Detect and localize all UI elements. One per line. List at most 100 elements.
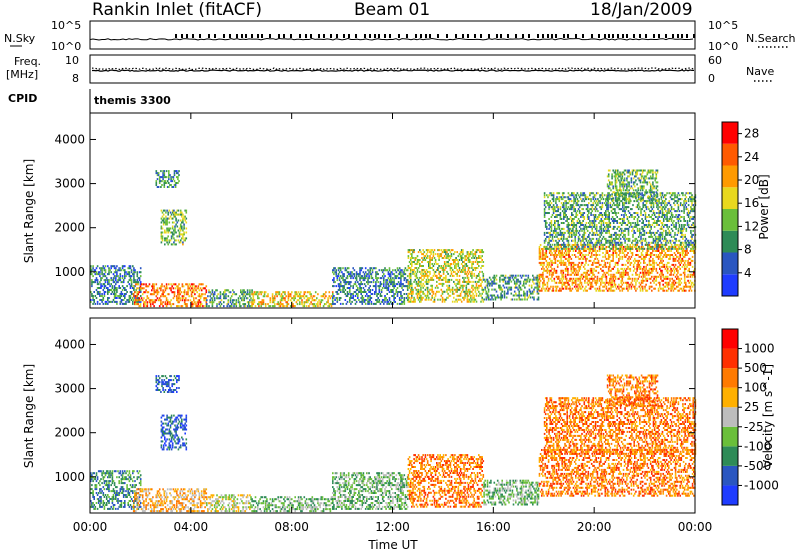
scatter-cell	[166, 285, 168, 287]
scatter-cell	[369, 291, 371, 293]
scatter-cell	[425, 271, 427, 273]
scatter-cell	[577, 280, 579, 282]
scatter-cell	[596, 244, 598, 246]
scatter-cell	[591, 268, 593, 270]
scatter-cell	[563, 288, 565, 290]
scatter-cell	[483, 279, 485, 281]
scatter-cell	[632, 254, 634, 256]
scatter-cell	[282, 299, 284, 301]
cpid-label: CPID	[8, 92, 37, 105]
scatter-cell	[596, 228, 598, 230]
scatter-cell	[577, 198, 579, 200]
scatter-cell	[416, 267, 418, 269]
scatter-cell	[614, 280, 616, 282]
scatter-cell	[367, 289, 369, 291]
scatter-cell	[600, 284, 602, 286]
scatter-cell	[593, 260, 595, 262]
scatter-cell	[471, 267, 473, 269]
scatter-cell	[573, 262, 575, 264]
scatter-cell	[556, 270, 558, 272]
scatter-cell	[475, 261, 477, 263]
nsky-bar	[223, 34, 225, 38]
scatter-cell	[476, 285, 478, 287]
scatter-cell	[602, 256, 604, 258]
scatter-cell	[91, 285, 93, 287]
scatter-cell	[309, 297, 311, 299]
scatter-cell	[589, 252, 591, 254]
scatter-cell	[644, 286, 646, 288]
scatter-cell	[647, 290, 649, 292]
scatter-cell	[533, 291, 535, 293]
scatter-cell	[601, 242, 603, 244]
scatter-cell	[551, 192, 553, 194]
scatter-cell	[653, 278, 655, 280]
scatter-cell	[559, 226, 561, 228]
scatter-cell	[221, 299, 223, 301]
scatter-cell	[375, 289, 377, 291]
scatter-cell	[175, 283, 177, 285]
scatter-cell	[632, 284, 634, 286]
scatter-cell	[667, 266, 669, 268]
scatter-cell	[678, 262, 680, 264]
scatter-cell	[667, 286, 669, 288]
scatter-cell	[633, 266, 635, 268]
scatter-cell	[379, 301, 381, 303]
scatter-cell	[683, 288, 685, 290]
nsky-bar	[374, 34, 376, 38]
scatter-cell	[422, 297, 424, 299]
scatter-cell	[605, 248, 607, 250]
scatter-cell	[622, 280, 624, 282]
scatter-cell	[642, 290, 644, 292]
scatter-cell	[570, 198, 572, 200]
scatter-cell	[451, 255, 453, 257]
scatter-cell	[456, 259, 458, 261]
scatter-cell	[288, 297, 290, 299]
scatter-cell	[372, 269, 374, 271]
scatter-cell	[602, 194, 604, 196]
scatter-cell	[690, 280, 692, 282]
scatter-cell	[173, 303, 175, 305]
scatter-cell	[468, 277, 470, 279]
scatter-cell	[551, 224, 553, 226]
scatter-cell	[103, 265, 105, 267]
scatter-cell	[459, 281, 461, 283]
scatter-cell	[446, 291, 448, 293]
scatter-cell	[394, 285, 396, 287]
scatter-cell	[365, 267, 367, 269]
scatter-cell	[388, 287, 390, 289]
scatter-cell	[430, 253, 432, 255]
scatter-cell	[546, 288, 548, 290]
scatter-cell	[384, 267, 386, 269]
scatter-cell	[590, 246, 592, 248]
scatter-cell	[563, 254, 565, 256]
scatter-cell	[455, 299, 457, 301]
scatter-cell	[160, 295, 162, 297]
scatter-cell	[447, 261, 449, 263]
scatter-cell	[251, 305, 253, 307]
scatter-cell	[100, 283, 102, 285]
scatter-cell	[571, 278, 573, 280]
scatter-cell	[400, 281, 402, 283]
scatter-cell	[424, 269, 426, 271]
scatter-cell	[129, 299, 131, 301]
scatter-cell	[105, 285, 107, 287]
scatter-cell	[428, 281, 430, 283]
scatter-cell	[549, 274, 551, 276]
scatter-cell	[606, 242, 608, 244]
scatter-cell	[575, 272, 577, 274]
scatter-cell	[649, 274, 651, 276]
scatter-cell	[371, 273, 373, 275]
scatter-cell	[568, 252, 570, 254]
scatter-cell	[615, 264, 617, 266]
scatter-cell	[401, 287, 403, 289]
scatter-cell	[450, 265, 452, 267]
scatter-cell	[602, 232, 604, 234]
scatter-cell	[467, 297, 469, 299]
scatter-cell	[419, 271, 421, 273]
scatter-cell	[587, 206, 589, 208]
scatter-cell	[537, 291, 539, 293]
scatter-cell	[593, 198, 595, 200]
scatter-cell	[554, 256, 556, 258]
scatter-cell	[296, 301, 298, 303]
scatter-cell	[563, 278, 565, 280]
